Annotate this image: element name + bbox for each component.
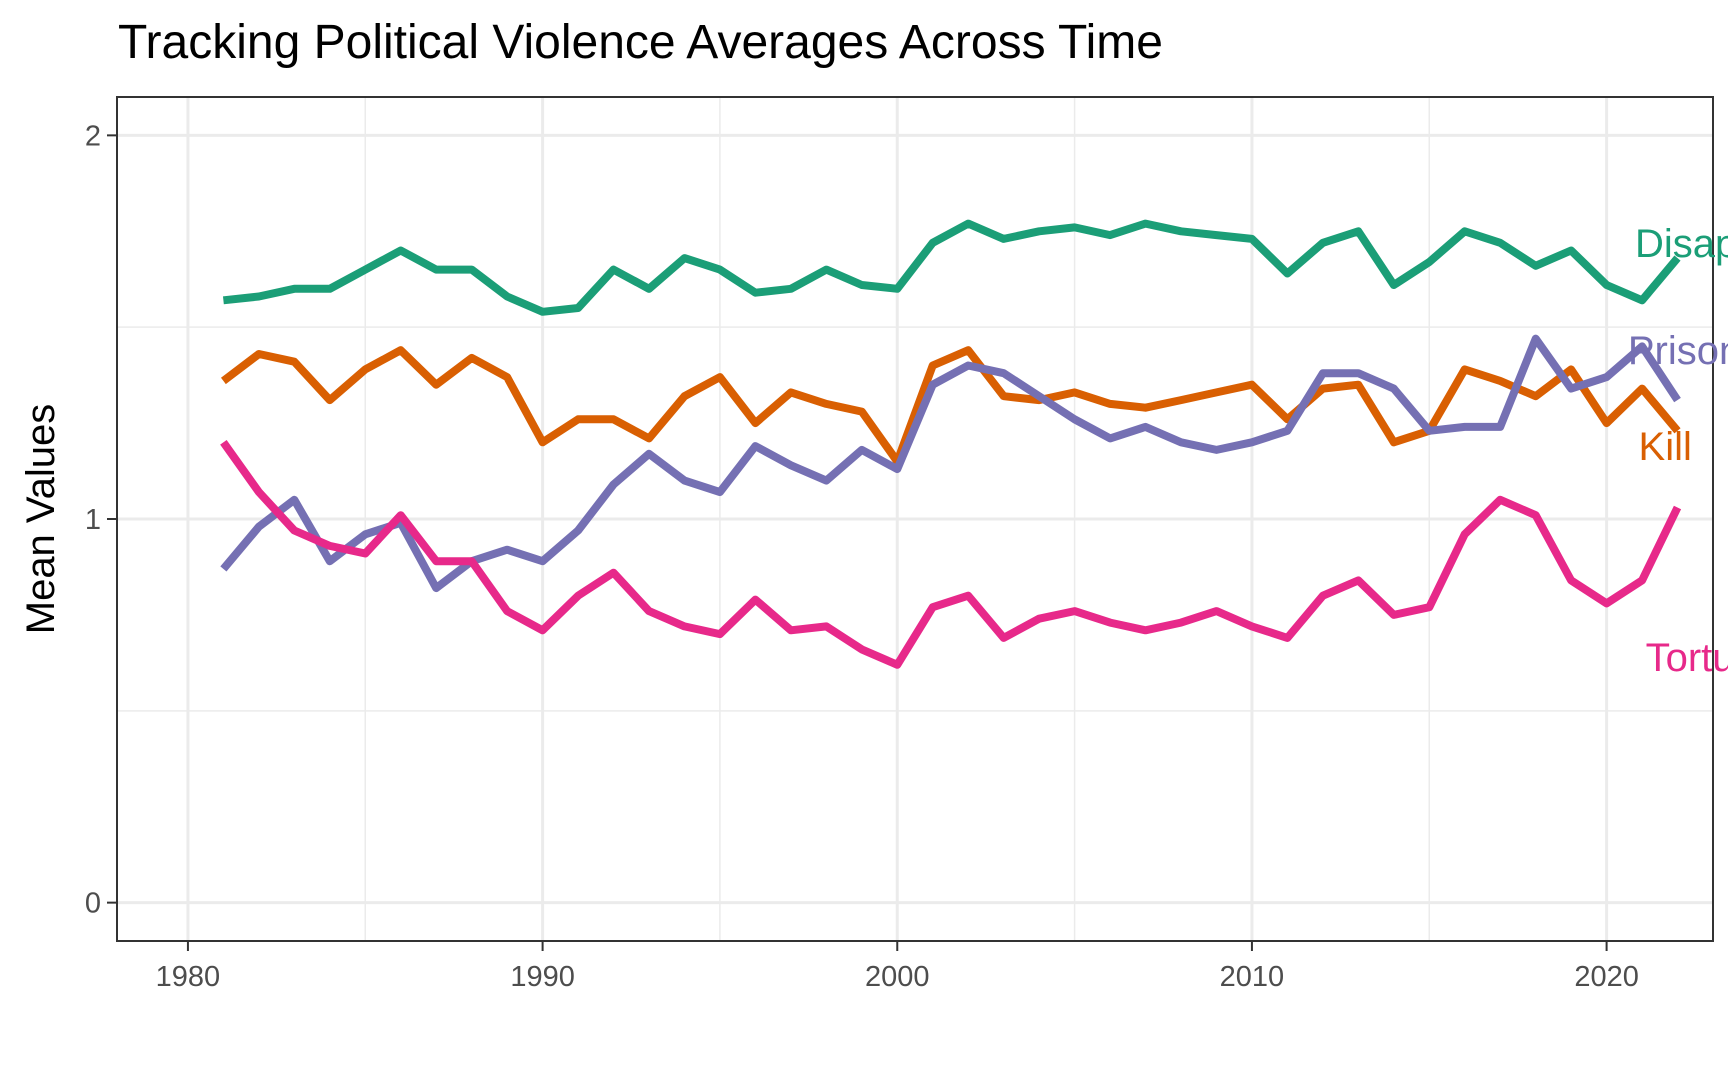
series-line-torture (220, 439, 1682, 669)
axes: 1980 1990 2000 2010 2020 0 1 2 (85, 120, 1639, 993)
x-tick-label: 2020 (1574, 961, 1639, 993)
y-tick-label: 1 (85, 504, 101, 536)
series-line-disap (222, 219, 1681, 316)
y-axis-title: Mean Values (19, 404, 63, 635)
x-tick-label: 1980 (156, 961, 221, 993)
series-label-prison: Prison (1628, 329, 1728, 373)
series-line-kill (220, 346, 1681, 466)
y-tick-label: 0 (85, 888, 101, 920)
gridlines (117, 97, 1713, 941)
y-tick-label: 2 (85, 120, 101, 152)
chart-title: Tracking Political Violence Averages Acr… (118, 16, 1163, 69)
series-label-torture: Torture (1646, 636, 1728, 680)
series-labels: Disap Kill Prison Torture (1628, 222, 1728, 680)
x-tick-label: 2010 (1220, 961, 1285, 993)
x-tick-label: 1990 (510, 961, 575, 993)
series-label-kill: Kill (1639, 425, 1692, 469)
series-label-disap: Disap (1635, 222, 1728, 266)
series-line-prison (220, 334, 1681, 593)
series-lines (220, 219, 1682, 669)
x-tick-label: 2000 (865, 961, 930, 993)
